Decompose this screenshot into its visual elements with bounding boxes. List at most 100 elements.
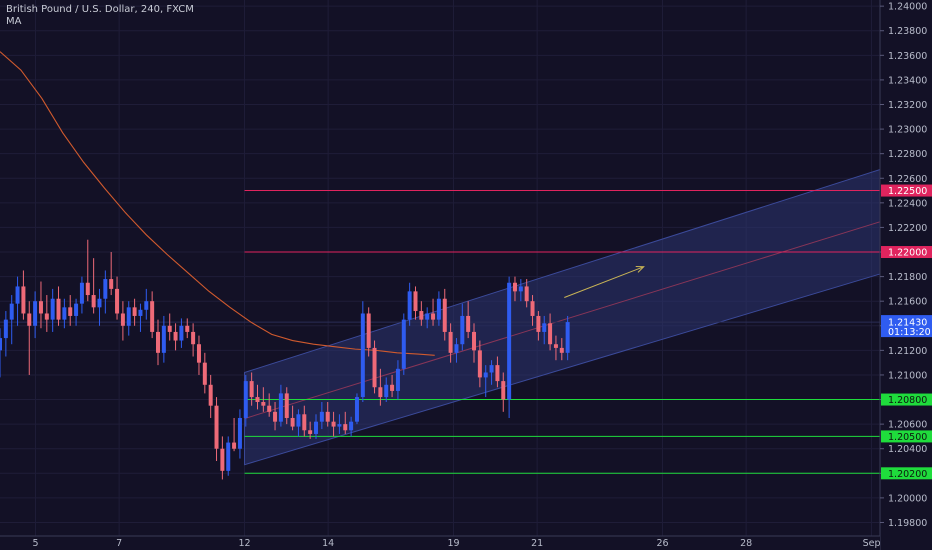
candle[interactable] xyxy=(319,402,324,430)
time-axis[interactable]: 5 7 12 14 19 21 26 28 Sep xyxy=(0,535,880,550)
candle[interactable] xyxy=(202,352,207,394)
candle[interactable] xyxy=(232,417,237,452)
candle[interactable] xyxy=(419,301,424,326)
candle[interactable] xyxy=(33,291,38,339)
candle[interactable] xyxy=(489,360,494,385)
candle[interactable] xyxy=(126,301,131,336)
candle[interactable] xyxy=(296,409,301,437)
candle[interactable] xyxy=(314,414,319,439)
candle[interactable] xyxy=(91,258,96,314)
candle[interactable] xyxy=(196,335,201,375)
candle[interactable] xyxy=(284,387,289,425)
candle[interactable] xyxy=(261,387,266,412)
candle[interactable] xyxy=(50,288,55,332)
candle[interactable] xyxy=(454,338,459,363)
candle[interactable] xyxy=(477,340,482,388)
candle[interactable] xyxy=(249,372,254,406)
candle[interactable] xyxy=(79,276,84,314)
candle[interactable] xyxy=(103,270,108,314)
candle[interactable] xyxy=(495,356,500,388)
candle[interactable] xyxy=(372,340,377,394)
candle[interactable] xyxy=(150,291,155,339)
candle[interactable] xyxy=(208,374,213,418)
candle[interactable] xyxy=(161,315,166,363)
candle[interactable] xyxy=(407,282,412,326)
candle[interactable] xyxy=(360,301,365,402)
candle[interactable] xyxy=(21,270,26,320)
candle[interactable] xyxy=(38,281,43,329)
candle[interactable] xyxy=(62,298,67,329)
candle[interactable] xyxy=(384,377,389,402)
candle[interactable] xyxy=(3,311,8,357)
candle[interactable] xyxy=(243,374,248,427)
candle[interactable] xyxy=(226,436,231,476)
candle[interactable] xyxy=(460,303,465,351)
candle[interactable] xyxy=(237,409,242,459)
candle[interactable] xyxy=(559,338,564,361)
candle[interactable] xyxy=(115,276,120,320)
candle[interactable] xyxy=(436,291,441,326)
candle[interactable] xyxy=(85,239,90,302)
candle[interactable] xyxy=(191,323,196,357)
candle[interactable] xyxy=(401,313,406,375)
candle[interactable] xyxy=(395,360,400,400)
candle[interactable] xyxy=(548,313,553,351)
candle[interactable] xyxy=(308,421,313,439)
candle[interactable] xyxy=(366,307,371,357)
candle[interactable] xyxy=(425,307,430,329)
candle[interactable] xyxy=(483,365,488,398)
candle[interactable] xyxy=(442,288,447,341)
candle[interactable] xyxy=(354,393,359,425)
candle[interactable] xyxy=(337,414,342,434)
candle[interactable] xyxy=(74,298,79,326)
candle[interactable] xyxy=(109,252,114,296)
candle[interactable] xyxy=(553,335,558,361)
candle[interactable] xyxy=(343,411,348,434)
candle[interactable] xyxy=(68,295,73,326)
candle[interactable] xyxy=(302,405,307,437)
candle[interactable] xyxy=(179,318,184,348)
candle[interactable] xyxy=(413,286,418,320)
candle[interactable] xyxy=(536,311,541,341)
candle[interactable] xyxy=(378,368,383,406)
candle[interactable] xyxy=(530,295,535,326)
candle[interactable] xyxy=(507,276,512,418)
candle[interactable] xyxy=(472,323,477,363)
candle[interactable] xyxy=(325,402,330,427)
candle[interactable] xyxy=(466,301,471,339)
candle[interactable] xyxy=(290,405,295,431)
candle[interactable] xyxy=(97,288,102,326)
candle[interactable] xyxy=(144,288,149,320)
candle[interactable] xyxy=(120,301,125,341)
candle[interactable] xyxy=(431,298,436,326)
candle[interactable] xyxy=(565,315,570,361)
candle[interactable] xyxy=(273,402,278,431)
candle[interactable] xyxy=(512,276,517,302)
candle[interactable] xyxy=(542,315,547,345)
candle[interactable] xyxy=(390,374,395,398)
candle[interactable] xyxy=(214,397,219,462)
price-axis[interactable]: 1.24000 1.23800 1.23600 1.23400 1.23200 1.230… xyxy=(879,0,932,550)
candle[interactable] xyxy=(278,384,283,427)
candle[interactable] xyxy=(138,303,143,332)
candle[interactable] xyxy=(501,372,506,412)
candle[interactable] xyxy=(349,416,354,437)
candle[interactable] xyxy=(518,279,523,302)
candle[interactable] xyxy=(331,411,336,437)
candle[interactable] xyxy=(185,318,190,339)
candle[interactable] xyxy=(156,319,161,366)
candle[interactable] xyxy=(56,286,61,326)
candle[interactable] xyxy=(524,279,529,308)
candle[interactable] xyxy=(220,436,225,480)
candle[interactable] xyxy=(173,323,178,351)
candle[interactable] xyxy=(27,301,32,375)
candle[interactable] xyxy=(0,328,2,378)
candle[interactable] xyxy=(44,295,49,332)
candle[interactable] xyxy=(132,298,137,326)
candle[interactable] xyxy=(255,384,260,410)
candle[interactable] xyxy=(267,393,272,417)
candle[interactable] xyxy=(15,276,20,326)
candle[interactable] xyxy=(167,313,172,341)
candle[interactable] xyxy=(9,295,14,345)
